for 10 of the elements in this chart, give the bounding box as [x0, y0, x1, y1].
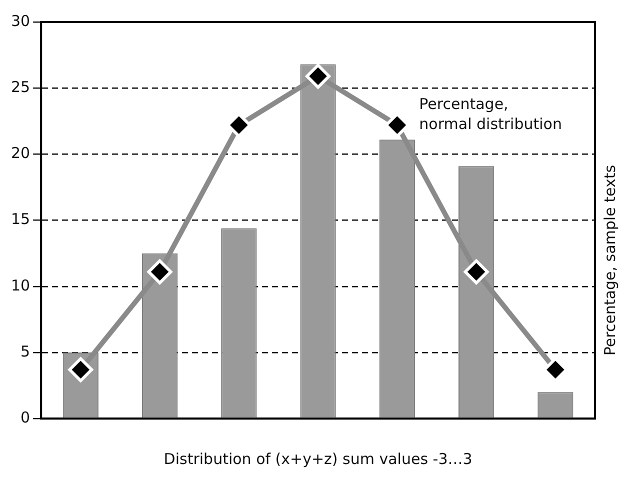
y-tick-label: 0 — [20, 408, 30, 426]
y2-axis-title: Percentage, sample texts — [600, 164, 619, 356]
y-tick-label: 20 — [10, 144, 30, 162]
y-tick-label: 5 — [20, 342, 30, 360]
x-axis-title: Distribution of (x+y+z) sum values -3…3 — [164, 450, 472, 468]
y-tick-label: 15 — [10, 210, 30, 228]
y-tick-label: 25 — [10, 78, 30, 96]
y-tick-label: 10 — [10, 276, 30, 294]
series-label: Percentage, normal distribution — [419, 95, 562, 134]
y-tick-label: 30 — [10, 12, 30, 30]
